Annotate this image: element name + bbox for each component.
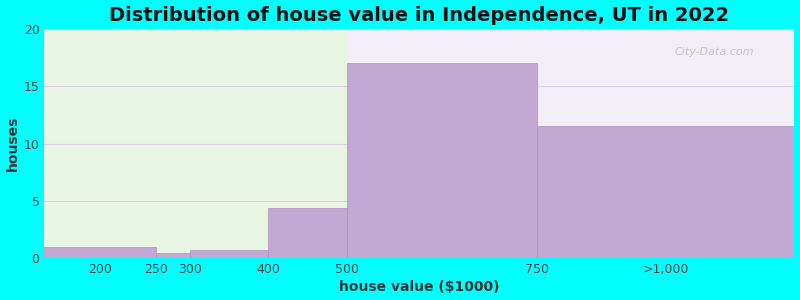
Bar [156, 253, 190, 258]
Bar [45, 247, 156, 258]
Bar [537, 126, 794, 258]
Bar [346, 29, 794, 258]
Title: Distribution of house value in Independence, UT in 2022: Distribution of house value in Independe… [110, 6, 730, 25]
X-axis label: house value ($1000): house value ($1000) [339, 280, 500, 294]
Bar [268, 208, 346, 258]
Bar [45, 29, 346, 258]
Text: City-Data.com: City-Data.com [674, 47, 754, 57]
Y-axis label: houses: houses [6, 116, 19, 171]
Bar [346, 63, 537, 258]
Bar [190, 250, 268, 258]
